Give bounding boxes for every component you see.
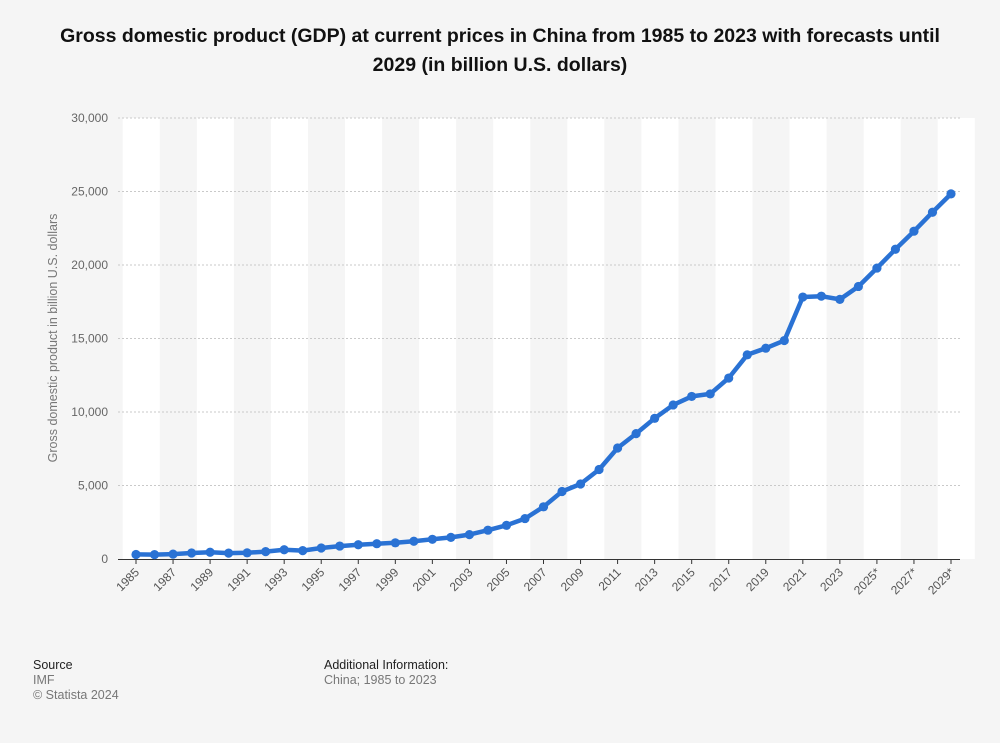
data-point[interactable]	[724, 373, 734, 383]
x-tick-label: 2007	[521, 565, 550, 594]
x-tick-label: 2017	[706, 565, 735, 594]
x-tick-label: 2009	[558, 565, 587, 594]
x-tick-label: 2011	[596, 565, 624, 593]
y-tick-label: 25,000	[71, 185, 108, 199]
y-tick-label: 10,000	[71, 405, 108, 419]
y-axis-label: Gross domestic product in billion U.S. d…	[46, 214, 60, 463]
x-tick-label: 2027*	[888, 565, 920, 597]
data-point[interactable]	[242, 548, 252, 558]
data-point[interactable]	[705, 389, 715, 399]
data-point[interactable]	[446, 532, 456, 542]
data-point[interactable]	[520, 513, 530, 524]
data-point[interactable]	[687, 391, 697, 402]
data-point[interactable]	[742, 350, 752, 360]
x-tick-label: 2005	[484, 565, 513, 594]
data-point[interactable]	[816, 291, 826, 301]
x-tick-label: 1995	[299, 565, 328, 594]
x-tick-label: 2003	[447, 565, 476, 594]
gridlines	[118, 117, 960, 486]
data-point[interactable]	[409, 536, 419, 546]
data-point[interactable]	[631, 429, 641, 439]
source-block: Source IMF © Statista 2024	[33, 658, 119, 703]
x-axis-tick-labels: 1985 1987 1989 1991 1993 1995 1997 1999 2001 2003…	[113, 559, 957, 597]
background-stripe	[270, 118, 308, 559]
data-point[interactable]	[575, 479, 586, 489]
data-point[interactable]	[205, 547, 215, 557]
x-tick-label: 2021	[780, 565, 809, 594]
data-point[interactable]	[483, 525, 493, 535]
data-point[interactable]	[612, 443, 623, 453]
data-point[interactable]	[427, 534, 437, 544]
data-point[interactable]	[853, 281, 863, 292]
data-point[interactable]	[798, 292, 808, 302]
data-point[interactable]	[335, 541, 345, 551]
data-point[interactable]	[557, 486, 567, 497]
data-point[interactable]	[186, 548, 197, 558]
x-tick-label: 1993	[262, 565, 291, 594]
data-point[interactable]	[761, 343, 771, 353]
data-point[interactable]	[261, 547, 271, 557]
additional-info-label: Additional Information:	[324, 658, 449, 672]
chart-title: Gross domestic product (GDP) at current …	[60, 25, 940, 76]
data-point[interactable]	[372, 539, 382, 549]
additional-info-value: China; 1985 to 2023	[324, 673, 437, 687]
x-tick-label: 2015	[669, 565, 698, 594]
source-value[interactable]: IMF	[33, 673, 55, 687]
additional-info-block: Additional Information: China; 1985 to 2…	[324, 658, 448, 688]
data-point[interactable]	[668, 400, 678, 410]
data-point[interactable]	[501, 520, 512, 530]
x-tick-label: 1997	[336, 565, 365, 594]
data-point[interactable]	[594, 464, 604, 475]
data-point[interactable]	[464, 529, 475, 540]
data-point[interactable]	[779, 335, 789, 346]
x-tick-label: 2019	[743, 565, 772, 594]
data-point[interactable]	[946, 189, 956, 199]
x-tick-label: 2013	[632, 565, 661, 594]
x-tick-label: 2025*	[851, 565, 883, 597]
data-point[interactable]	[538, 502, 549, 512]
data-point[interactable]	[650, 413, 660, 423]
y-tick-label: 30,000	[71, 111, 108, 125]
data-point[interactable]	[390, 538, 400, 548]
y-tick-label: 0	[101, 552, 108, 566]
data-point[interactable]	[279, 545, 289, 555]
x-tick-label: 2029*	[925, 565, 957, 597]
x-tick-label: 2001	[410, 565, 439, 594]
data-point[interactable]	[353, 540, 363, 550]
data-points	[131, 189, 956, 560]
copyright[interactable]: © Statista 2024	[33, 688, 119, 702]
data-point[interactable]	[298, 546, 308, 556]
x-tick-label: 2023	[817, 565, 846, 594]
source-label: Source	[33, 658, 73, 672]
y-tick-label: 20,000	[71, 258, 108, 272]
background-stripe	[419, 118, 457, 559]
x-tick-label: 1991	[224, 565, 253, 594]
y-tick-label: 15,000	[71, 332, 108, 346]
y-axis-tick-labels: 0 5,000 10,000 15,000 20,000 25,000 30,000	[71, 111, 108, 566]
data-point[interactable]	[890, 244, 901, 254]
series-line	[133, 191, 954, 557]
data-point[interactable]	[149, 549, 160, 560]
x-tick-label: 1985	[113, 565, 142, 594]
data-point[interactable]	[131, 549, 141, 560]
data-point[interactable]	[927, 207, 938, 217]
data-point[interactable]	[835, 294, 845, 304]
x-tick-label: 1989	[187, 565, 216, 594]
x-tick-label: 1999	[373, 565, 402, 594]
data-point[interactable]	[224, 548, 234, 558]
data-point[interactable]	[316, 543, 326, 553]
data-point[interactable]	[168, 549, 178, 559]
background-stripe	[122, 118, 160, 559]
data-point[interactable]	[909, 226, 919, 236]
x-tick-label: 1987	[150, 565, 179, 594]
data-point[interactable]	[872, 263, 882, 273]
y-tick-label: 5,000	[78, 479, 108, 493]
